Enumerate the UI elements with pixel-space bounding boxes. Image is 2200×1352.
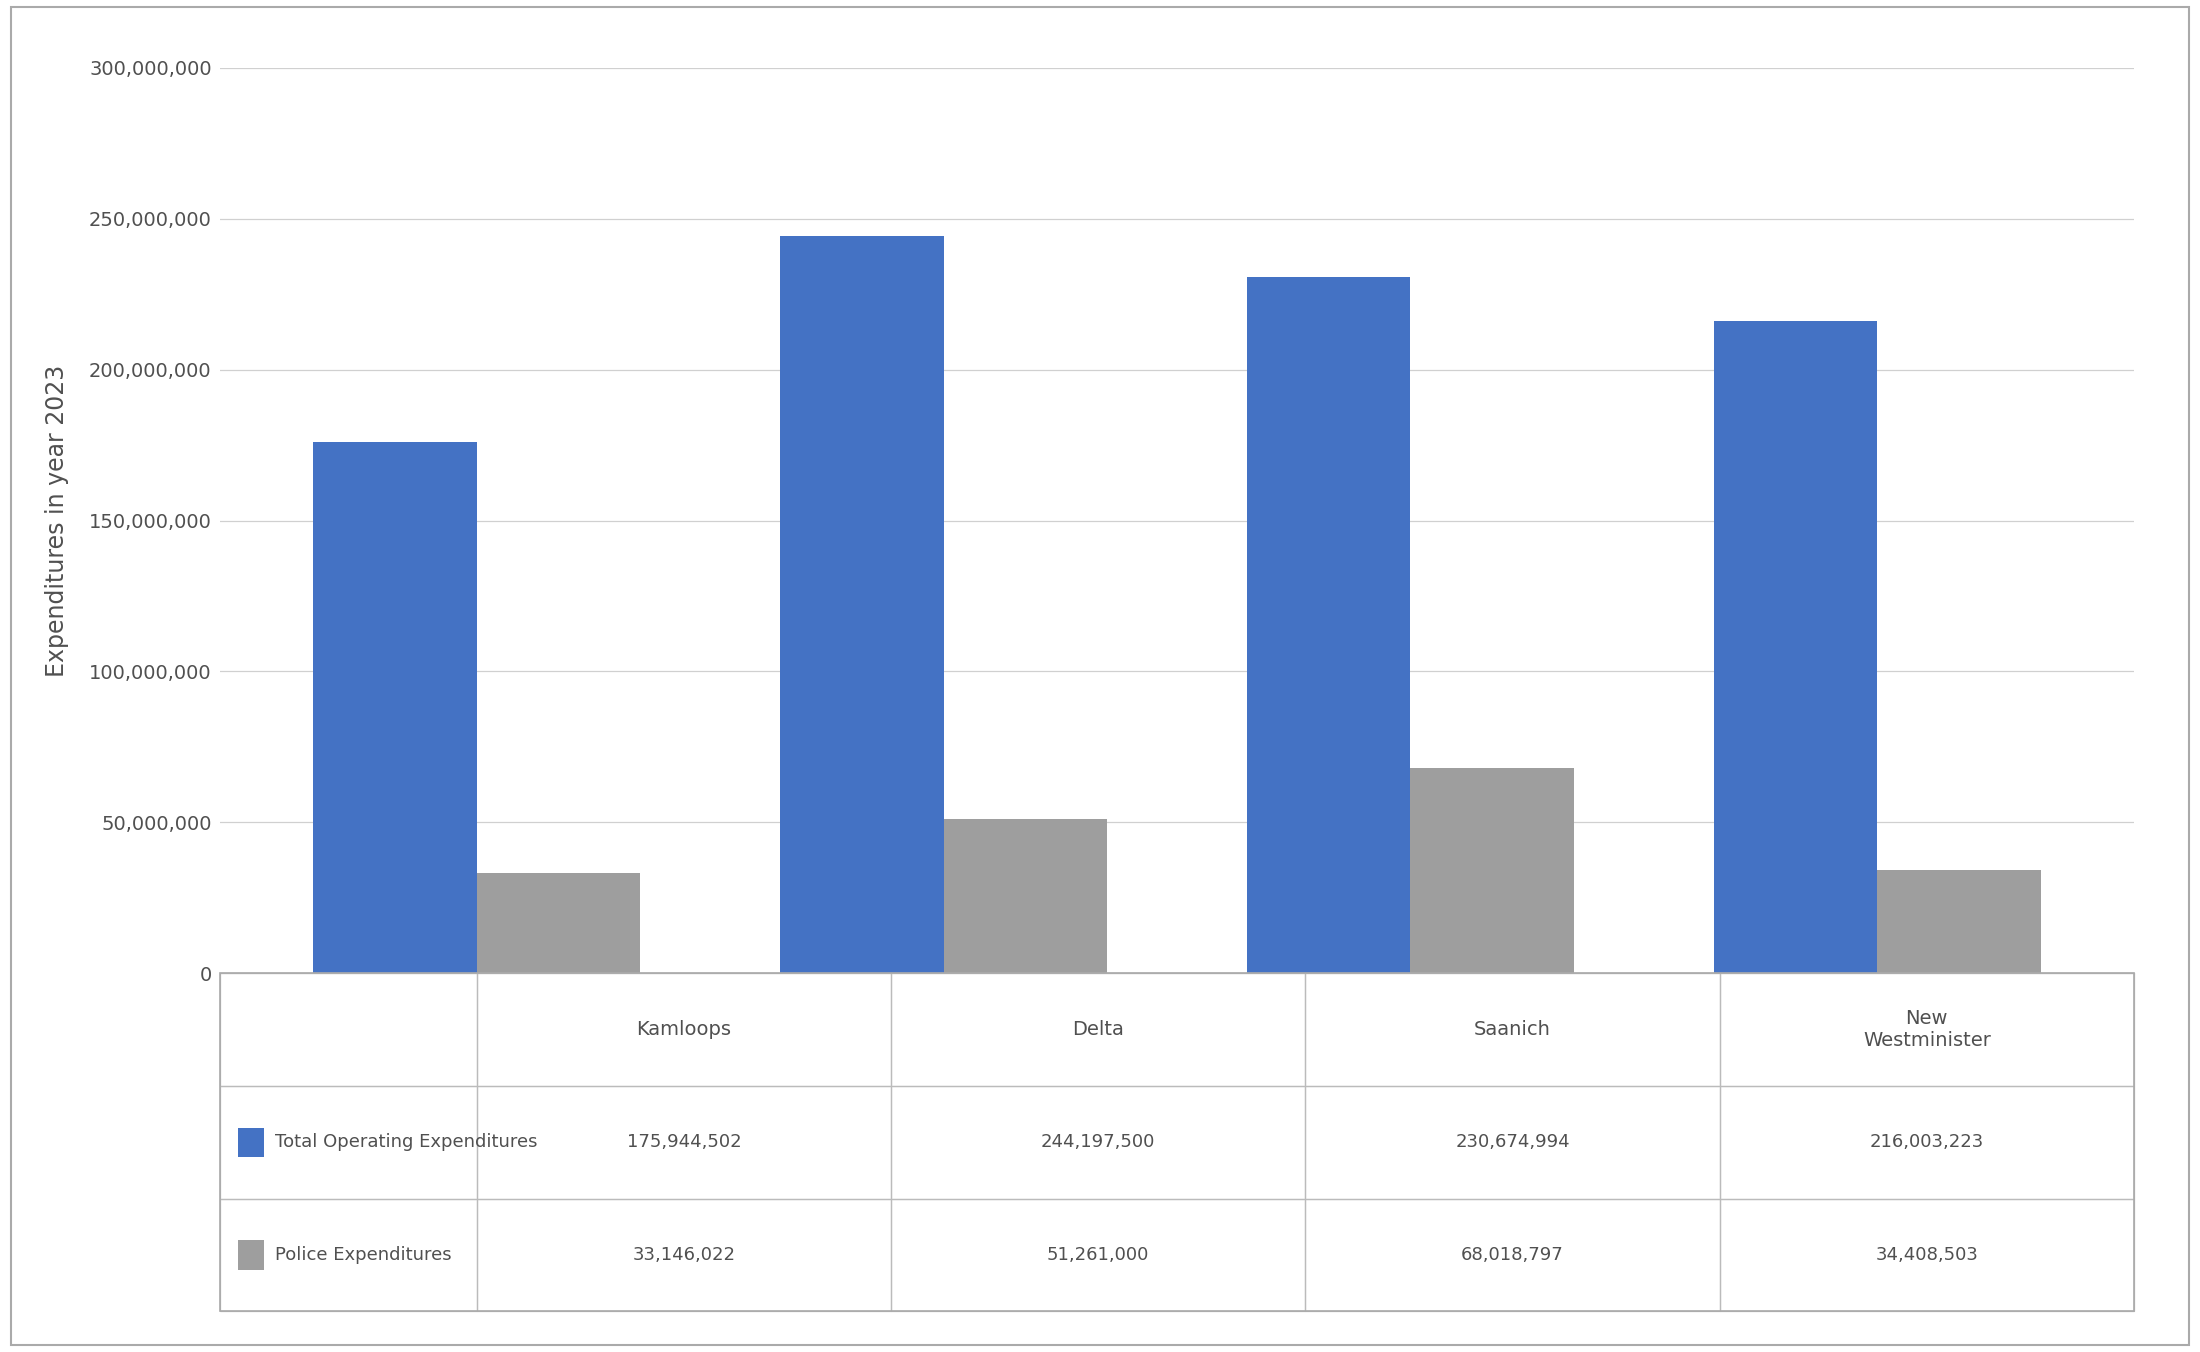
Text: Saanich: Saanich xyxy=(1474,1021,1551,1040)
Bar xyxy=(1410,768,1573,973)
Text: New
Westminister: New Westminister xyxy=(1863,1010,1991,1051)
Text: 34,408,503: 34,408,503 xyxy=(1874,1247,1978,1264)
Bar xyxy=(1305,1199,1720,1311)
Text: 244,197,500: 244,197,500 xyxy=(1041,1133,1155,1152)
Bar xyxy=(238,1128,264,1157)
Bar xyxy=(220,973,2134,1311)
Bar xyxy=(238,1240,264,1270)
Bar xyxy=(1720,1086,2134,1199)
Text: Total Operating Expenditures: Total Operating Expenditures xyxy=(275,1133,537,1152)
Bar xyxy=(312,442,477,973)
Bar xyxy=(891,1199,1305,1311)
Bar xyxy=(477,873,640,973)
Text: 175,944,502: 175,944,502 xyxy=(627,1133,741,1152)
Bar xyxy=(477,973,891,1086)
Bar xyxy=(891,973,1305,1086)
Bar xyxy=(891,1086,1305,1199)
Bar xyxy=(1305,1086,1720,1199)
Bar xyxy=(220,1199,477,1311)
Y-axis label: Expenditures in year 2023: Expenditures in year 2023 xyxy=(46,365,70,676)
Text: 33,146,022: 33,146,022 xyxy=(631,1247,735,1264)
Bar xyxy=(781,237,944,973)
Bar xyxy=(220,1086,477,1199)
Text: 51,261,000: 51,261,000 xyxy=(1047,1247,1148,1264)
Bar xyxy=(1877,869,2042,973)
Bar xyxy=(1247,277,1410,973)
Text: 230,674,994: 230,674,994 xyxy=(1454,1133,1571,1152)
Text: Kamloops: Kamloops xyxy=(636,1021,730,1040)
Bar xyxy=(220,973,477,1086)
Text: 68,018,797: 68,018,797 xyxy=(1461,1247,1564,1264)
Bar xyxy=(477,1199,891,1311)
Bar xyxy=(1720,1199,2134,1311)
Bar xyxy=(1714,322,1877,973)
Bar xyxy=(1305,973,1720,1086)
Bar xyxy=(1720,973,2134,1086)
Text: Delta: Delta xyxy=(1071,1021,1124,1040)
Text: 216,003,223: 216,003,223 xyxy=(1870,1133,1984,1152)
Bar xyxy=(477,1086,891,1199)
Text: Police Expenditures: Police Expenditures xyxy=(275,1247,451,1264)
Bar xyxy=(944,819,1107,973)
